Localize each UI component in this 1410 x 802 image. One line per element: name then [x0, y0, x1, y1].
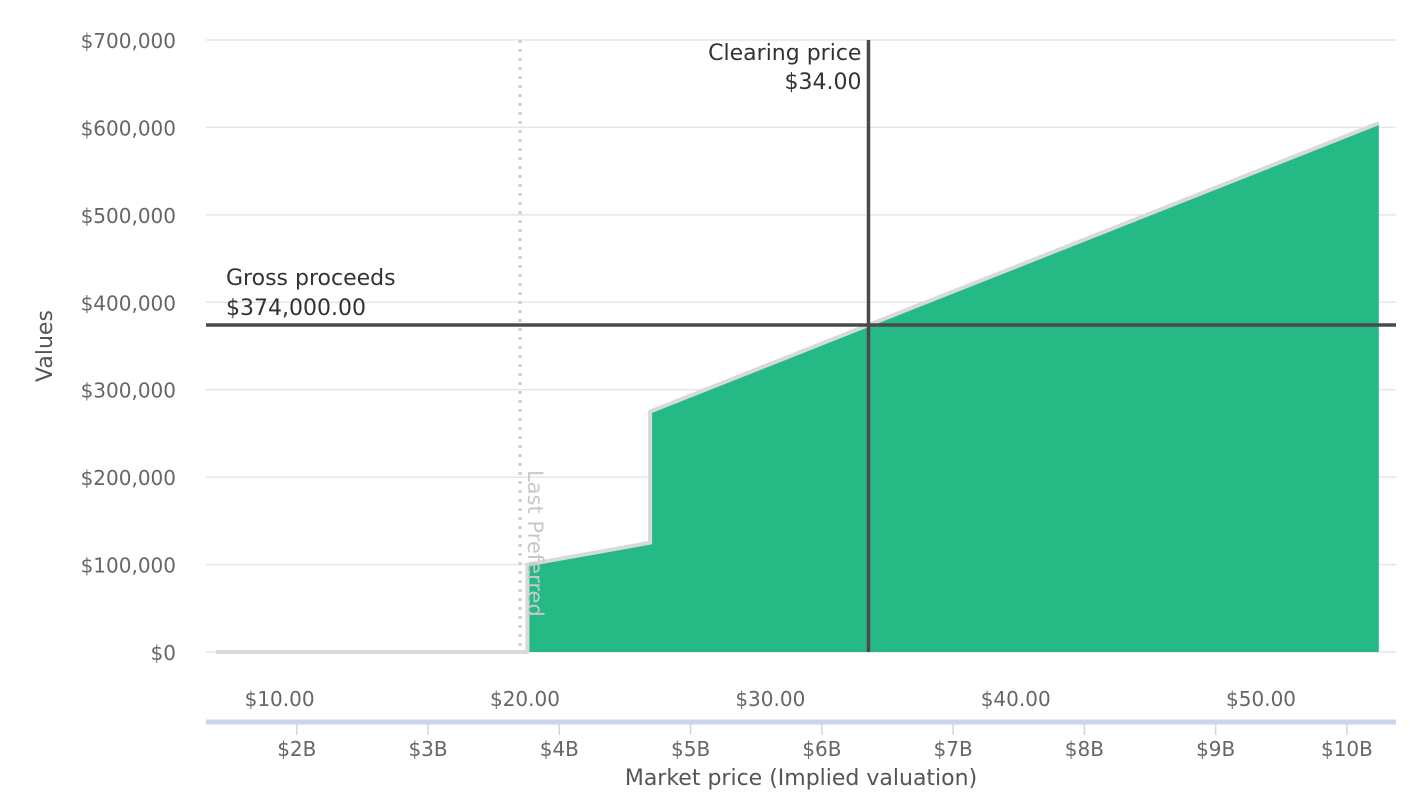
x-price-tick-label: $20.00	[490, 687, 560, 711]
y-tick-label: $100,000	[81, 554, 176, 578]
x-price-tick-label: $10.00	[245, 687, 315, 711]
y-tick-label: $300,000	[81, 379, 176, 403]
clearing-price-value: $34.00	[784, 70, 861, 95]
y-tick-label: $700,000	[81, 29, 176, 53]
annotation-layer: Last Preferred Clearing price $34.00 Gross …	[206, 40, 1396, 652]
area-fill	[215, 123, 1379, 652]
y-tick-label: $0	[151, 641, 176, 665]
x-valuation-tick-label: $9B	[1196, 737, 1235, 761]
area-line	[215, 121, 1380, 654]
y-axis: $0 $100,000 $200,000 $300,000 $400,000 $500,0…	[81, 29, 176, 665]
gross-proceeds-value: $374,000.00	[226, 296, 366, 321]
area-layer	[215, 121, 1380, 654]
x-valuation-tick-label: $5B	[671, 737, 710, 761]
y-axis-title: Values	[33, 310, 58, 382]
x-valuation-tick-label: $3B	[408, 737, 447, 761]
y-tick-label: $400,000	[81, 291, 176, 315]
x-axis: $10.00 $20.00 $30.00 $40.00 $50.00 $2B $3B $4B $…	[206, 687, 1396, 761]
clearing-price-title: Clearing price	[708, 41, 861, 66]
x-valuation-tick-label: $6B	[802, 737, 841, 761]
x-valuation-tick-label: $4B	[540, 737, 579, 761]
x-axis-title: Market price (Implied valuation)	[625, 766, 977, 791]
y-tick-label: $600,000	[81, 116, 176, 140]
gross-proceeds-title: Gross proceeds	[226, 266, 396, 291]
y-tick-label: $500,000	[81, 204, 176, 228]
y-tick-label: $200,000	[81, 466, 176, 490]
x-valuation-tick-label: $7B	[934, 737, 973, 761]
last-preferred-label: Last Preferred	[523, 470, 547, 617]
x-price-tick-label: $30.00	[735, 687, 805, 711]
x-valuation-tick-label: $10B	[1321, 737, 1373, 761]
x-valuation-tick-label: $2B	[277, 737, 316, 761]
x-price-tick-label: $50.00	[1226, 687, 1296, 711]
x-price-tick-label: $40.00	[981, 687, 1051, 711]
x-valuation-tick-label: $8B	[1065, 737, 1104, 761]
